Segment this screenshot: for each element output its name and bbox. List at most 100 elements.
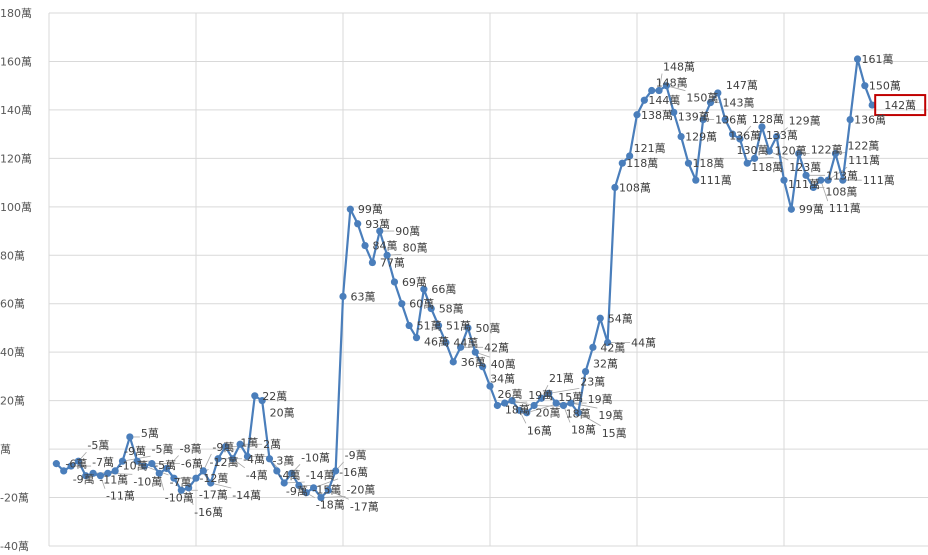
data-point [604,338,612,347]
data-label: 133萬 [766,129,798,142]
data-label: 121萬 [634,142,666,155]
data-point [412,334,421,342]
data-label: 118萬 [626,157,658,170]
data-point [523,409,531,417]
gridlines [48,12,928,547]
data-label: 58萬 [439,303,464,316]
data-point [229,455,237,463]
data-label: 108萬 [825,185,857,198]
data-label: 93萬 [365,218,390,231]
leader-line [526,403,558,414]
data-label: -12萬 [210,456,239,469]
data-label: -5萬 [87,439,109,452]
data-point [376,227,384,235]
data-point [501,399,509,407]
data-label: -18萬 [316,499,345,512]
data-point [677,132,685,141]
data-points [52,55,876,502]
leader-line [534,405,565,407]
data-point [390,278,399,286]
data-label: 36萬 [461,356,486,369]
data-point [574,409,582,417]
data-label: 32萬 [593,358,618,371]
data-label: -10萬 [119,459,148,472]
data-label: -11萬 [99,474,128,487]
data-point [287,469,296,477]
data-label: 111萬 [848,154,880,167]
data-point [280,479,288,487]
data-label: -10萬 [133,475,162,488]
data-point [170,474,178,482]
data-label: 111萬 [829,202,861,215]
data-label: 147萬 [726,79,758,92]
leader-line [820,180,829,202]
data-point [192,474,200,482]
data-point [802,171,810,179]
data-point [332,467,340,475]
y-tick-label: 萬 [0,443,11,456]
data-label: 120萬 [775,144,807,157]
data-point [442,338,450,347]
data-label: 144萬 [648,94,680,107]
data-label: 50萬 [475,322,500,335]
series-line [55,57,874,499]
data-point [508,397,516,405]
data-label: -20萬 [346,484,375,497]
data-label: 84萬 [373,240,398,253]
data-label: -12萬 [199,472,228,485]
data-point [354,220,362,228]
leader-line [328,489,349,500]
data-point [82,472,90,480]
data-point [140,462,149,470]
data-point [662,82,671,90]
data-label: 111萬 [700,174,732,187]
data-label: 99萬 [358,203,383,216]
data-label: 42萬 [600,341,625,354]
data-point [795,149,803,158]
data-point [126,433,134,441]
data-point [846,116,854,124]
data-point [207,479,215,487]
data-label: 5萬 [141,427,159,440]
data-label: 42萬 [484,341,509,354]
data-label: -4萬 [279,469,301,482]
data-point [133,457,141,465]
data-point [773,132,781,141]
data-label: 40萬 [491,358,516,371]
data-point [273,467,281,475]
data-point [155,469,163,477]
data-label: 51萬 [417,320,442,333]
data-point [185,484,193,492]
data-label: 15萬 [558,391,583,404]
y-tick-label: 160萬 [0,55,32,68]
data-point [824,176,832,184]
data-label: 118萬 [751,161,783,174]
data-point [861,82,869,90]
data-label: 113萬 [826,169,858,182]
data-label: 150萬 [869,80,901,93]
data-point [751,154,759,162]
data-label: 18萬 [505,403,530,416]
data-point [361,241,369,250]
data-label: 138萬 [641,109,673,122]
leader-line [107,472,133,475]
data-point [471,348,479,356]
data-label: -16萬 [339,466,368,479]
data-point [692,176,700,184]
data-label: -17萬 [199,488,228,501]
data-point [706,99,715,107]
data-point [405,321,413,330]
data-point [714,89,722,97]
data-label: -9萬 [345,449,367,462]
data-labels: 142萬-6萬-9萬-7萬-5萬-11萬-10萬-11萬-10萬-9萬 -5萬5萬… [65,53,927,519]
data-label: -9萬 [286,485,308,498]
data-point [74,457,82,465]
data-label: 66萬 [431,283,456,296]
data-label: 1萬 [240,437,258,450]
data-point [111,467,119,475]
data-point [831,149,840,158]
y-tick-label: 20萬 [0,395,25,408]
data-label: 161萬 [862,53,894,66]
data-label: 122萬 [811,144,843,157]
y-tick-label: 120萬 [0,152,32,165]
